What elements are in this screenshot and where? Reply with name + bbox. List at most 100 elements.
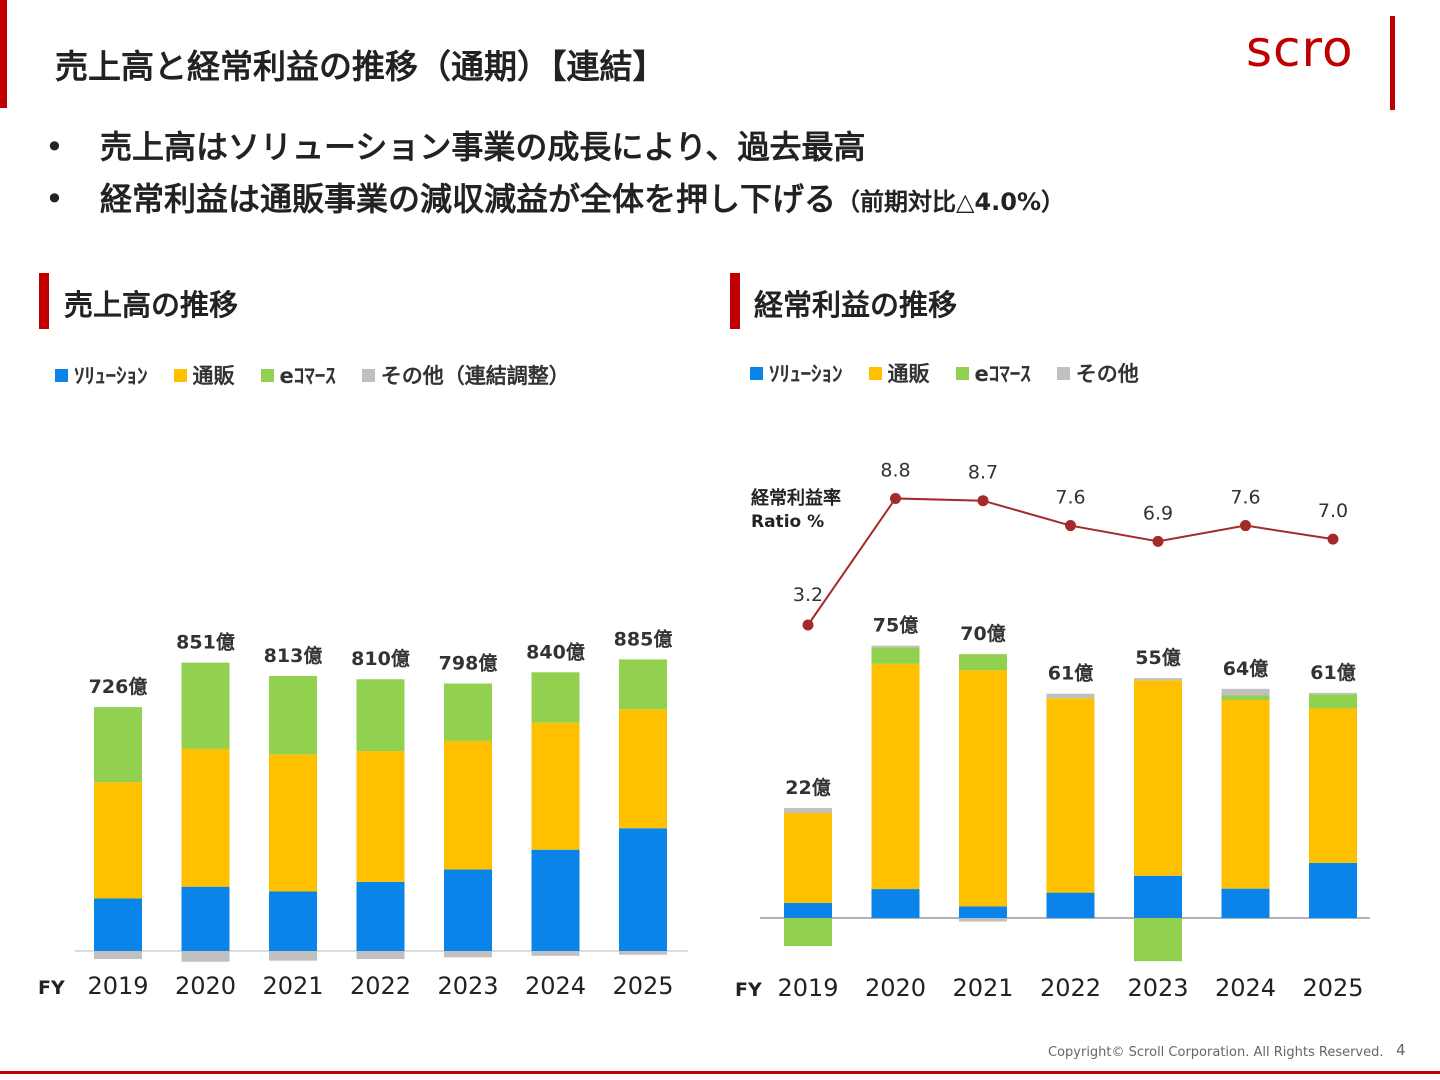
legend-swatch [750,366,763,380]
bullet-1-text: 売上高はソリューション事業の成長により、過去最高 [100,128,866,166]
bar-segment [1046,693,1095,699]
ratio-value-label: 8.8 [880,459,910,481]
bar-segment [181,886,230,951]
bar-segment [94,707,142,783]
right-legend: ｿﾘｭｰｼｮﾝ 通販 eｺﾏｰｽ その他 [750,358,1165,388]
x-tick-label: 2022 [1040,974,1101,1002]
ratio-point [977,495,989,507]
x-tick-label: 2019 [87,972,148,1000]
legend-item-other: その他 [1056,358,1139,388]
legend-swatch [55,368,68,382]
left-section-accent [39,273,49,329]
ratio-label-jp: 経常利益率 [751,487,841,509]
bar-total-label: 840億 [526,640,585,663]
copyright: Copyright© Scroll Corporation. All Right… [1048,1045,1384,1060]
bullet-2-text: 経常利益は通販事業の減収減益が全体を押し下げる [100,180,837,218]
legend-item-tsuhan: 通販 [173,360,235,390]
legend-item-ecommerce: eｺﾏｰｽ [260,360,336,390]
bar-segment [269,676,317,755]
bar-segment [1309,862,1357,918]
bar-segment [181,951,230,962]
x-tick-label: 2025 [1302,974,1363,1002]
x-tick-label: 2020 [175,972,236,1000]
ratio-value-label: 7.6 [1055,487,1085,509]
left-legend: ｿﾘｭｰｼｮﾝ 通販 eｺﾏｰｽ その他（連結調整） [55,360,596,390]
bar-segment [784,902,832,918]
logo-bar [1390,16,1395,110]
bar-segment [181,662,230,749]
legend-item-solution: ｿﾘｭｰｼｮﾝ [750,358,843,388]
bar-segment [784,812,832,903]
axis-prefix-label: FY [38,977,65,999]
bar-segment [531,722,580,850]
bar-total-label: 798億 [439,652,498,675]
bar-total-label: 810億 [351,647,410,670]
legend-swatch [361,368,375,382]
bar-segment [959,918,1007,922]
bar-segment [619,951,667,955]
bar-segment [531,849,580,951]
bottom-rule [0,1071,1440,1074]
bar-segment [181,748,230,887]
bar-segment [1309,708,1357,863]
x-tick-label: 2021 [262,972,323,1000]
bar-segment [94,782,142,899]
left-accent-bar [0,0,7,108]
bar-total-label: 61億 [1048,662,1093,685]
bar-segment [871,645,920,648]
ratio-label-en: Ratio % [751,512,824,532]
legend-label: 通販 [192,364,235,388]
bar-segment [531,672,580,723]
bar-total-label: 75億 [873,614,918,637]
legend-swatch [1056,366,1070,380]
bar-segment [619,828,667,951]
bar-segment [1309,694,1357,709]
bar-segment [356,881,405,951]
bar-segment [94,951,142,960]
bullet-marker: • [45,128,64,166]
bar-segment [871,889,920,918]
bar-segment [1221,695,1270,700]
x-tick-label: 2021 [952,974,1013,1002]
legend-label: その他 [1075,362,1139,386]
bullet-1: • 売上高はソリューション事業の成長により、過去最高 [45,122,865,168]
bar-segment [444,951,492,958]
x-tick-label: 2024 [525,972,586,1000]
bar-segment [94,898,142,951]
bullet-marker: • [45,180,64,218]
legend-swatch [173,368,187,382]
bar-segment [1221,699,1270,889]
bar-total-label: 55億 [1135,646,1180,669]
bar-segment [356,951,405,960]
ratio-value-label: 7.0 [1318,500,1348,522]
x-tick-label: 2025 [612,972,673,1000]
bar-segment [444,740,492,870]
page-title: 売上高と経常利益の推移（通期）【連結】 [55,47,666,86]
bar-segment [1134,875,1182,918]
bar-total-label: 885億 [614,627,673,650]
bar-segment [269,951,317,961]
legend-swatch [868,366,882,380]
x-tick-label: 2020 [865,974,926,1002]
bar-segment [959,670,1007,907]
right-section-title: 経常利益の推移 [754,288,958,322]
legend-label: ｿﾘｭｰｼｮﾝ [769,362,843,386]
bullet-2-note: （前期対比△4.0%） [836,188,1066,216]
page-number: 4 [1396,1041,1406,1059]
bar-segment [1221,888,1270,918]
bar-segment [444,683,492,741]
axis-prefix-label: FY [735,979,762,1001]
x-tick-label: 2023 [437,972,498,1000]
ratio-line [807,497,1334,626]
bar-segment [871,647,920,664]
legend-item-tsuhan: 通販 [868,358,930,388]
bar-total-label: 61億 [1310,661,1355,684]
ratio-point [890,492,901,504]
bullet-2: • 経常利益は通販事業の減収減益が全体を押し下げる（前期対比△4.0%） [45,174,1065,220]
right-section-accent [730,273,740,329]
bar-segment [619,659,667,710]
legend-label: eｺﾏｰｽ [279,364,336,388]
bar-segment [531,951,580,956]
ratio-point [1240,520,1251,532]
ratio-point [1065,520,1076,532]
